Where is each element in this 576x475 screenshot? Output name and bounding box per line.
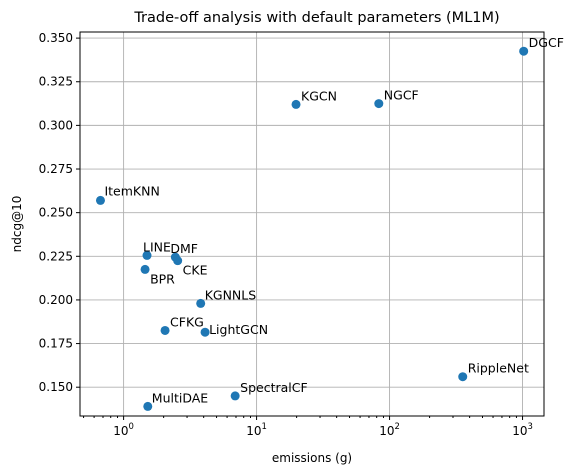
x-tick-label: 100 <box>113 422 134 438</box>
y-tick-label: 0.275 <box>39 162 73 176</box>
y-tick-label: 0.300 <box>39 118 73 132</box>
point-label: NGCF <box>384 88 419 103</box>
x-tick-exponent: 1 <box>262 422 267 432</box>
grid <box>80 32 544 416</box>
y-tick-label: 0.175 <box>39 337 73 351</box>
data-point <box>196 298 206 308</box>
x-tick-exponent: 2 <box>394 422 399 432</box>
point-label: CKE <box>183 263 208 278</box>
x-tick-exponent: 3 <box>527 422 532 432</box>
point-label: RippleNet <box>468 361 529 376</box>
data-point <box>458 372 468 382</box>
data-point <box>95 195 105 205</box>
point-label: ItemKNN <box>104 183 159 198</box>
data-point <box>160 325 170 335</box>
point-label: BPR <box>150 271 175 286</box>
x-tick-label: 103 <box>512 422 533 438</box>
y-tick-label: 0.350 <box>39 31 73 45</box>
data-point <box>374 99 384 109</box>
y-axis-label: ndcg@10 <box>10 196 24 253</box>
x-tick-label: 101 <box>246 422 267 438</box>
x-tick-base: 10 <box>512 424 527 438</box>
y-tick-label: 0.150 <box>39 380 73 394</box>
data-point <box>173 256 183 266</box>
y-tick-label: 0.200 <box>39 293 73 307</box>
point-label: MultiDAE <box>152 390 209 405</box>
data-point <box>140 264 150 274</box>
point-label: DGCF <box>529 35 564 50</box>
data-point <box>142 250 152 260</box>
point-label: SpectralCF <box>240 380 308 395</box>
y-tick-label: 0.225 <box>39 249 73 263</box>
point-label: LINE <box>143 239 171 254</box>
data-point <box>519 46 529 56</box>
plot-frame <box>79 31 545 417</box>
data-point <box>230 391 240 401</box>
x-axis-label: emissions (g) <box>272 451 352 465</box>
data-points: DGCF KGCN NGCF ItemKNN LINE DMF CKE BPR KGNNLSCF… <box>95 35 564 411</box>
y-tick-label: 0.325 <box>39 75 73 89</box>
point-label: DMF <box>170 241 198 256</box>
point-label: CFKG <box>170 314 204 329</box>
data-point <box>291 99 301 109</box>
y-tick-label: 0.250 <box>39 206 73 220</box>
data-point <box>143 401 153 411</box>
x-tick-base: 10 <box>379 424 394 438</box>
point-label: KGCN <box>301 88 337 103</box>
axis-ticks: 100 101 102 1030.1500.1750.2000.2250.2500.2… <box>39 31 533 438</box>
data-point <box>200 327 210 337</box>
point-label: LightGCN <box>209 322 268 337</box>
x-tick-exponent: 0 <box>129 422 134 432</box>
chart-title: Trade-off analysis with default paramete… <box>133 10 499 26</box>
point-label: KGNNLS <box>205 287 257 302</box>
x-tick-base: 10 <box>113 424 128 438</box>
x-tick-label: 102 <box>379 422 400 438</box>
x-tick-base: 10 <box>246 424 261 438</box>
